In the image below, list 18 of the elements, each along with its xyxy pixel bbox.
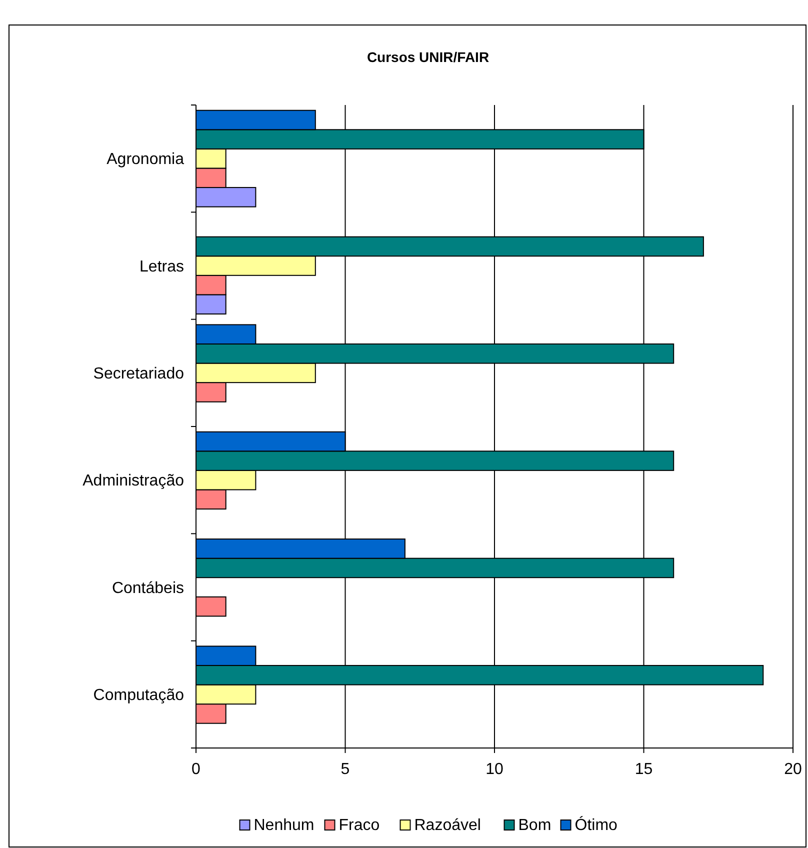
y-tick-label: Administração: [82, 472, 184, 490]
legend-label: Fraco: [338, 817, 380, 834]
legend-label: Bom: [518, 817, 552, 834]
legend-label: Razoável: [414, 817, 481, 834]
x-tick-label: 0: [192, 761, 201, 778]
chart-title: Cursos UNIR/FAIR: [366, 49, 490, 65]
x-tick-label: 5: [340, 761, 350, 778]
legend-label: Nenhum: [254, 817, 314, 834]
x-tick-label: 20: [784, 761, 802, 778]
y-tick-label: Contábeis: [112, 580, 184, 597]
bar: [196, 596, 226, 617]
x-tick-label: 10: [486, 761, 504, 778]
y-tick-label: Agronomia: [106, 151, 184, 168]
x-tick-label: 15: [634, 761, 653, 778]
y-tick-label: Computação: [93, 687, 184, 704]
y-tick-label: Letras: [140, 258, 184, 276]
legend-label: Ótimo: [574, 816, 618, 834]
y-tick-label: Secretariado: [93, 366, 184, 383]
